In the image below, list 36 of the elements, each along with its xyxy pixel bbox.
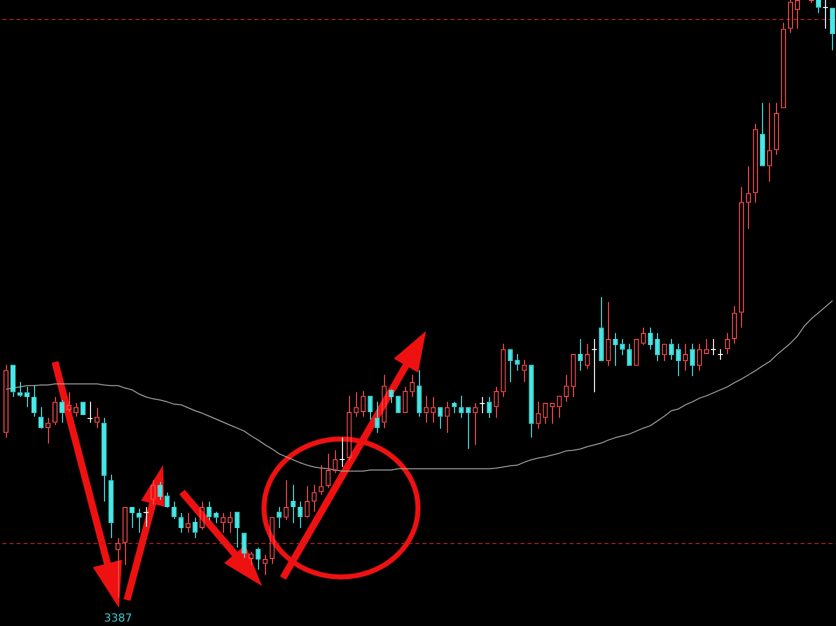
- candlestick: [158, 481, 163, 500]
- candlestick: [620, 338, 625, 356]
- candlestick: [143, 506, 150, 528]
- candlestick: [32, 385, 37, 418]
- candlestick: [486, 396, 492, 418]
- candlestick: [276, 506, 282, 528]
- candlestick: [290, 484, 296, 524]
- candlestick: [668, 338, 674, 360]
- candlestick: [298, 501, 303, 528]
- candlestick: [458, 395, 464, 418]
- candlestick: [178, 512, 184, 534]
- candlestick: [339, 437, 346, 468]
- candlestick: [136, 508, 142, 534]
- candlestick: [591, 338, 598, 393]
- candlestick: [102, 417, 107, 502]
- candlestick: [822, 0, 829, 30]
- candlestick: [256, 547, 261, 570]
- candlestick: [60, 399, 65, 424]
- candlestick: [648, 327, 653, 350]
- candlestick: [206, 501, 212, 521]
- candlestick: [24, 386, 30, 408]
- candlestick: [676, 343, 681, 377]
- candlestick: [578, 338, 583, 372]
- candlestick: [108, 474, 114, 539]
- candlestick: [416, 370, 422, 418]
- candlestick: [612, 332, 618, 366]
- candlestick: [164, 492, 170, 508]
- candlestick: [374, 401, 380, 434]
- candlestick: [479, 396, 486, 414]
- annotation: 3387: [104, 611, 132, 624]
- candlestick: [172, 501, 177, 520]
- candlestick: [690, 343, 695, 377]
- candlestick: [654, 332, 660, 362]
- candlestick: [38, 406, 44, 428]
- candlestick: [388, 390, 394, 404]
- candlestick: [192, 517, 198, 539]
